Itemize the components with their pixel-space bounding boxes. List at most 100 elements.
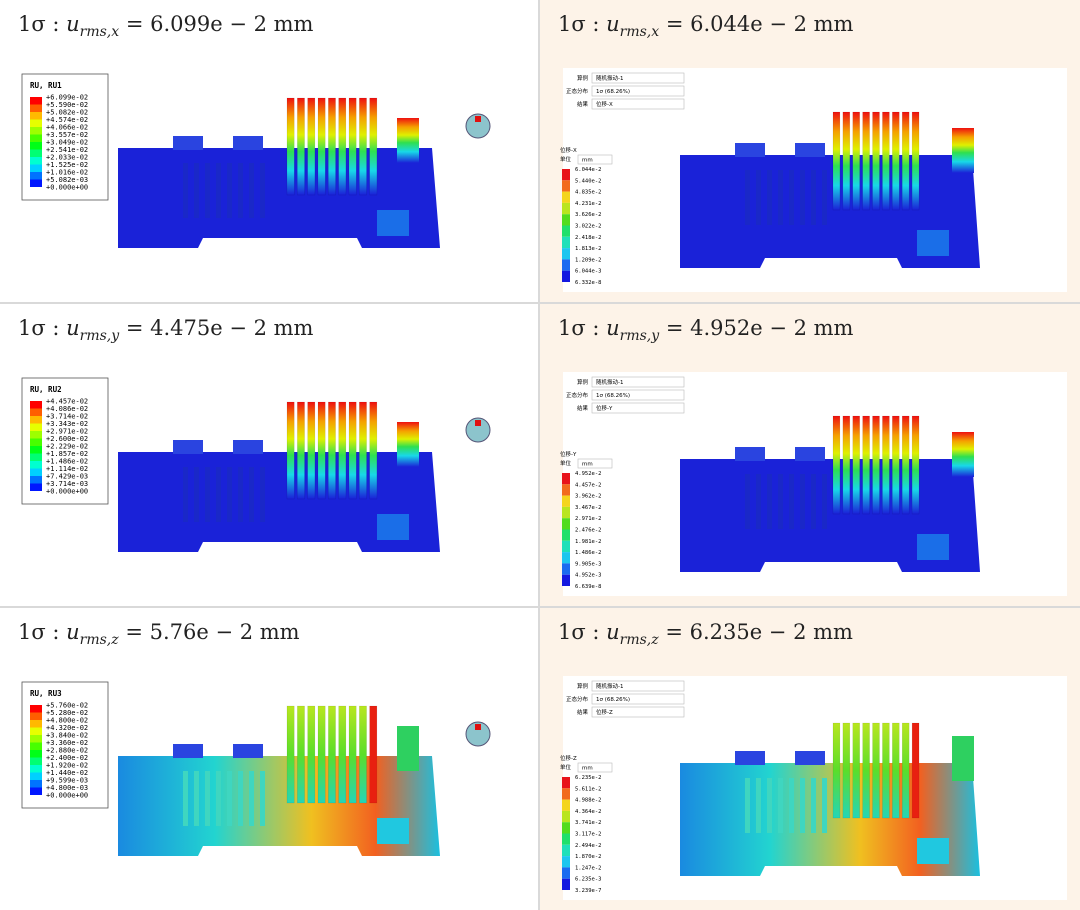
legend-label: 2.971e-2 (575, 516, 602, 522)
legend-label: 3.467e-2 (575, 505, 602, 511)
heat-sink-fin (892, 111, 900, 211)
setting-value: 随机振动-1 (596, 682, 623, 690)
heat-sink-fin (369, 705, 378, 804)
heat-sink-fin (348, 97, 357, 196)
small-fin (745, 170, 750, 225)
heading-subscript: rms,y (619, 328, 660, 344)
unit-dropdown[interactable] (577, 458, 613, 469)
legend-swatch (562, 473, 570, 485)
legend-swatch (30, 157, 42, 165)
legend-swatch (30, 461, 42, 469)
setting-dropdown[interactable] (591, 706, 685, 718)
heading: 1σ : urms,z = 6.235e − 2 mm (558, 620, 853, 648)
small-fin (249, 467, 254, 522)
unit-dropdown[interactable] (577, 154, 613, 165)
component (173, 744, 203, 758)
triad-ball (465, 113, 491, 139)
legend-swatch (562, 552, 570, 564)
legend-label: 1.813e-2 (575, 246, 602, 252)
heat-sink-fin (842, 722, 851, 819)
heat-sink-fin (307, 401, 316, 500)
legend-swatch (30, 408, 42, 416)
setting-dropdown[interactable] (591, 402, 685, 414)
heading: 1σ : urms,x = 6.099e − 2 mm (18, 12, 313, 40)
legend-label: 6.235e-2 (575, 775, 602, 781)
heat-sink-fin (297, 705, 305, 804)
small-fin (800, 474, 805, 529)
heat-sink-fin (317, 97, 326, 196)
legend-swatch (562, 259, 570, 271)
setting-dropdown[interactable] (591, 72, 685, 84)
heat-sink-fin (369, 401, 378, 500)
legend-label: +5.082e-03 (46, 176, 88, 184)
legend-label: 4.457e-2 (575, 482, 602, 488)
component (795, 447, 825, 461)
legend-label: 4.364e-2 (575, 809, 602, 815)
legend-swatch (562, 202, 570, 215)
legend-swatch (30, 712, 42, 720)
legend-label: +4.800e-03 (46, 784, 88, 792)
setting-label: 正态分布 (566, 695, 589, 703)
legend-swatch (30, 134, 42, 142)
legend-title: RU, RU2 (30, 385, 62, 394)
legend-label: +3.360e-02 (46, 739, 88, 747)
heat-sink-fin (338, 97, 347, 196)
unit-dropdown[interactable] (577, 762, 613, 773)
heat-sink-fin (882, 415, 890, 515)
heat-sink-fin (882, 722, 890, 819)
setting-dropdown[interactable] (591, 98, 685, 110)
legend-title: 位移-Z (560, 754, 577, 762)
heat-sink-fin (872, 111, 880, 211)
component (397, 422, 419, 467)
heat-sink-fin (911, 415, 920, 515)
result-view: RU, RU1+6.099e-02+5.590e-02+5.082e-02+4.… (21, 73, 491, 248)
setting-dropdown[interactable] (591, 680, 685, 692)
small-fin (238, 467, 243, 522)
small-fin (216, 771, 221, 826)
setting-dropdown[interactable] (591, 693, 685, 705)
legend-label: +0.000e+00 (46, 792, 88, 800)
legend-label: +2.033e-02 (46, 154, 88, 162)
legend-label: +3.840e-02 (46, 732, 88, 740)
small-fin (216, 163, 221, 218)
legend-label: +0.000e+00 (46, 488, 88, 496)
setting-dropdown[interactable] (591, 376, 685, 388)
legend-swatch (562, 810, 570, 823)
heat-sink-fin (832, 722, 841, 819)
small-fin (822, 778, 827, 833)
heat-sink-fin (852, 111, 860, 211)
component (397, 118, 419, 163)
small-fin (238, 771, 243, 826)
heading-subscript: rms,z (79, 632, 119, 648)
small-fin (767, 778, 772, 833)
legend-label: 4.952e-3 (575, 573, 602, 579)
setting-value: 位移-Z (596, 708, 613, 716)
triad-marker (475, 420, 481, 426)
setting-value: 随机振动-1 (596, 74, 623, 82)
small-fin (260, 163, 265, 218)
legend-swatch (30, 438, 42, 446)
small-fin (183, 467, 188, 522)
small-fin (811, 778, 816, 833)
small-fin (756, 778, 761, 833)
legend-label: 3.117e-2 (575, 832, 602, 838)
legend-swatch (562, 270, 570, 282)
heat-sink-fin (307, 705, 316, 804)
setting-dropdown[interactable] (591, 85, 685, 97)
small-fin (194, 163, 199, 218)
legend-swatch (562, 788, 570, 800)
heat-sink-fin (901, 722, 910, 819)
component (735, 751, 765, 765)
legend-swatch (30, 757, 42, 765)
legend-label: +4.800e-02 (46, 717, 88, 725)
legend-swatch (562, 214, 570, 226)
heading: 1σ : urms,y = 4.952e − 2 mm (558, 316, 853, 344)
setting-dropdown[interactable] (591, 389, 685, 401)
unit-value: mm (582, 462, 593, 468)
legend-swatch (30, 142, 42, 150)
heat-sink-fin (328, 401, 336, 500)
legend-swatch (30, 765, 42, 773)
heading-symbol: u (606, 12, 620, 36)
legend-swatch (30, 104, 42, 112)
